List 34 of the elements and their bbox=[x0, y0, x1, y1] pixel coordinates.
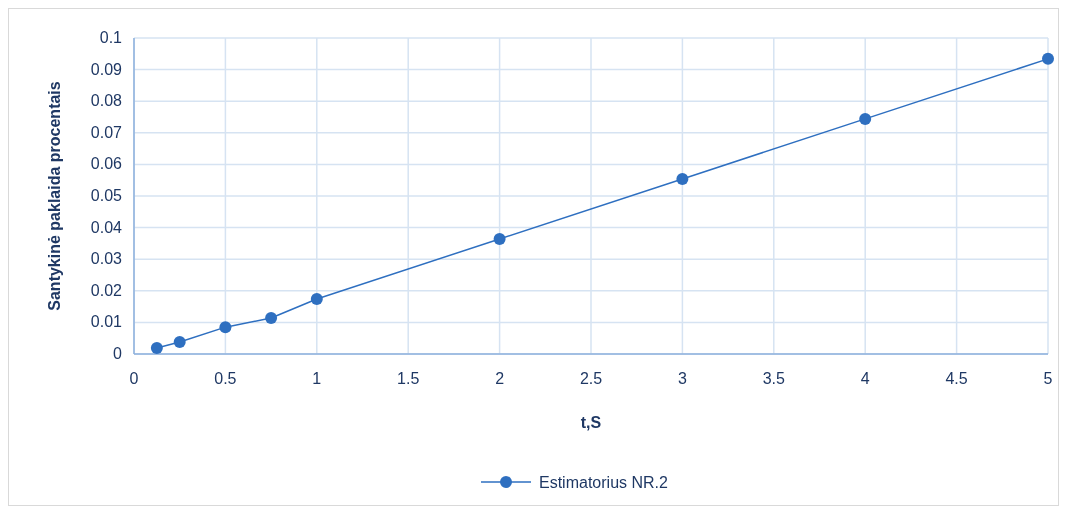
point bbox=[265, 311, 278, 324]
point bbox=[310, 293, 323, 306]
y-tick-label: 0.06 bbox=[90, 155, 123, 173]
y-tick-label: 0.01 bbox=[90, 313, 123, 331]
x-tick-label: 0 bbox=[129, 370, 139, 387]
y-tick-label: 0.09 bbox=[90, 60, 123, 78]
x-tick-label: 2.5 bbox=[579, 370, 603, 387]
x-tick-label: 2 bbox=[495, 370, 505, 387]
y-tick-label: 0 bbox=[113, 345, 123, 362]
x-tick-label: 3 bbox=[677, 370, 687, 387]
point bbox=[859, 112, 872, 125]
x-tick-label: 4 bbox=[860, 370, 870, 387]
x-tick-label: 4.5 bbox=[945, 370, 968, 387]
y-axis-title: Santykinė paklaida procentais bbox=[46, 81, 63, 311]
legend-label: Estimatorius NR.2 bbox=[539, 474, 669, 491]
x-axis-title: t,S bbox=[580, 414, 602, 431]
y-tick-label: 0.04 bbox=[90, 218, 123, 236]
y-tick-label: 0.1 bbox=[99, 29, 123, 46]
point bbox=[173, 335, 186, 348]
x-tick-label: 0.5 bbox=[214, 370, 237, 387]
x-tick-label: 5 bbox=[1043, 370, 1053, 387]
x-tick-label: 1 bbox=[312, 370, 322, 387]
y-tick-label: 0.05 bbox=[90, 187, 123, 204]
y-tick-label: 0.02 bbox=[90, 281, 123, 299]
x-tick-label: 1.5 bbox=[397, 370, 420, 387]
x-tick-label: 3.5 bbox=[762, 370, 786, 387]
point bbox=[219, 321, 232, 334]
y-tick-label: 0.03 bbox=[90, 250, 123, 268]
point bbox=[676, 172, 689, 185]
y-tick-label: 0.07 bbox=[90, 123, 123, 141]
point bbox=[1042, 52, 1054, 65]
point bbox=[493, 232, 506, 245]
point bbox=[150, 342, 163, 354]
y-tick-label: 0.08 bbox=[90, 92, 123, 110]
